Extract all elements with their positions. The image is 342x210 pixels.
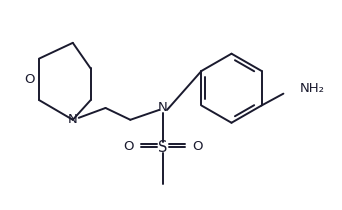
- Text: O: O: [24, 73, 35, 86]
- Text: N: N: [158, 101, 168, 114]
- Text: O: O: [123, 140, 134, 153]
- Text: NH₂: NH₂: [299, 82, 324, 95]
- Text: O: O: [193, 140, 203, 153]
- Text: N: N: [68, 113, 78, 126]
- Text: S: S: [158, 140, 168, 155]
